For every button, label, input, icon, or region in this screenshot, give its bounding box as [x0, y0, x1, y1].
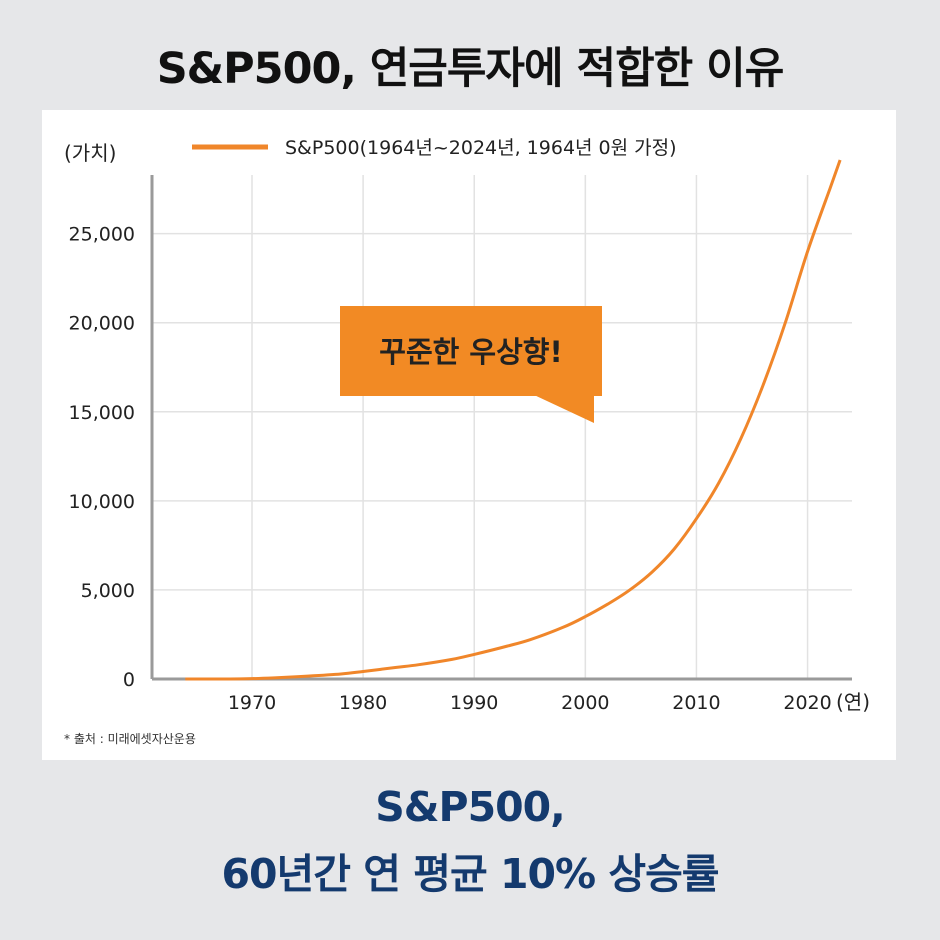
y-tick-label: 5,000 — [81, 580, 135, 602]
tick-labels: 0 5,000 10,000 15,000 20,000 25,000 1970 1980 19… — [69, 224, 832, 714]
series-line — [185, 159, 842, 681]
page-title: S&P500, 연금투자에 적합한 이유 — [156, 44, 785, 94]
y-tick-label: 0 — [123, 669, 135, 691]
x-tick-label: 1990 — [450, 692, 498, 714]
y-axis-label: (가치) — [64, 141, 116, 165]
callout-box — [340, 306, 602, 396]
chart-card: 0 5,000 10,000 15,000 20,000 25,000 1970 1980 19… — [42, 110, 896, 760]
x-tick-label: 2020 — [783, 692, 831, 714]
x-axis-label: (연) — [836, 690, 870, 714]
chart: 0 5,000 10,000 15,000 20,000 25,000 1970 1980 19… — [64, 137, 870, 714]
grid — [152, 175, 852, 679]
x-tick-label: 1980 — [339, 692, 387, 714]
legend: S&P500(1964년~2024년, 1964년 0원 가정) — [192, 137, 677, 159]
summary-line-2: 60년간 연 평균 10% 상승률 — [221, 850, 719, 898]
y-tick-label: 10,000 — [69, 491, 135, 513]
y-tick-label: 25,000 — [69, 224, 135, 246]
legend-label: S&P500(1964년~2024년, 1964년 0원 가정) — [285, 137, 677, 159]
callout-tail — [532, 394, 594, 423]
callout-text: 꾸준한 우상향! — [379, 335, 562, 369]
y-tick-label: 15,000 — [69, 402, 135, 424]
summary-line-1: S&P500, — [375, 783, 566, 831]
x-tick-label: 2010 — [672, 692, 720, 714]
source-note: * 출처 : 미래에셋자산운용 — [64, 732, 196, 746]
x-tick-label: 2000 — [561, 692, 609, 714]
callout: 꾸준한 우상향! — [340, 306, 602, 423]
y-tick-label: 20,000 — [69, 313, 135, 335]
x-tick-label: 1970 — [228, 692, 276, 714]
